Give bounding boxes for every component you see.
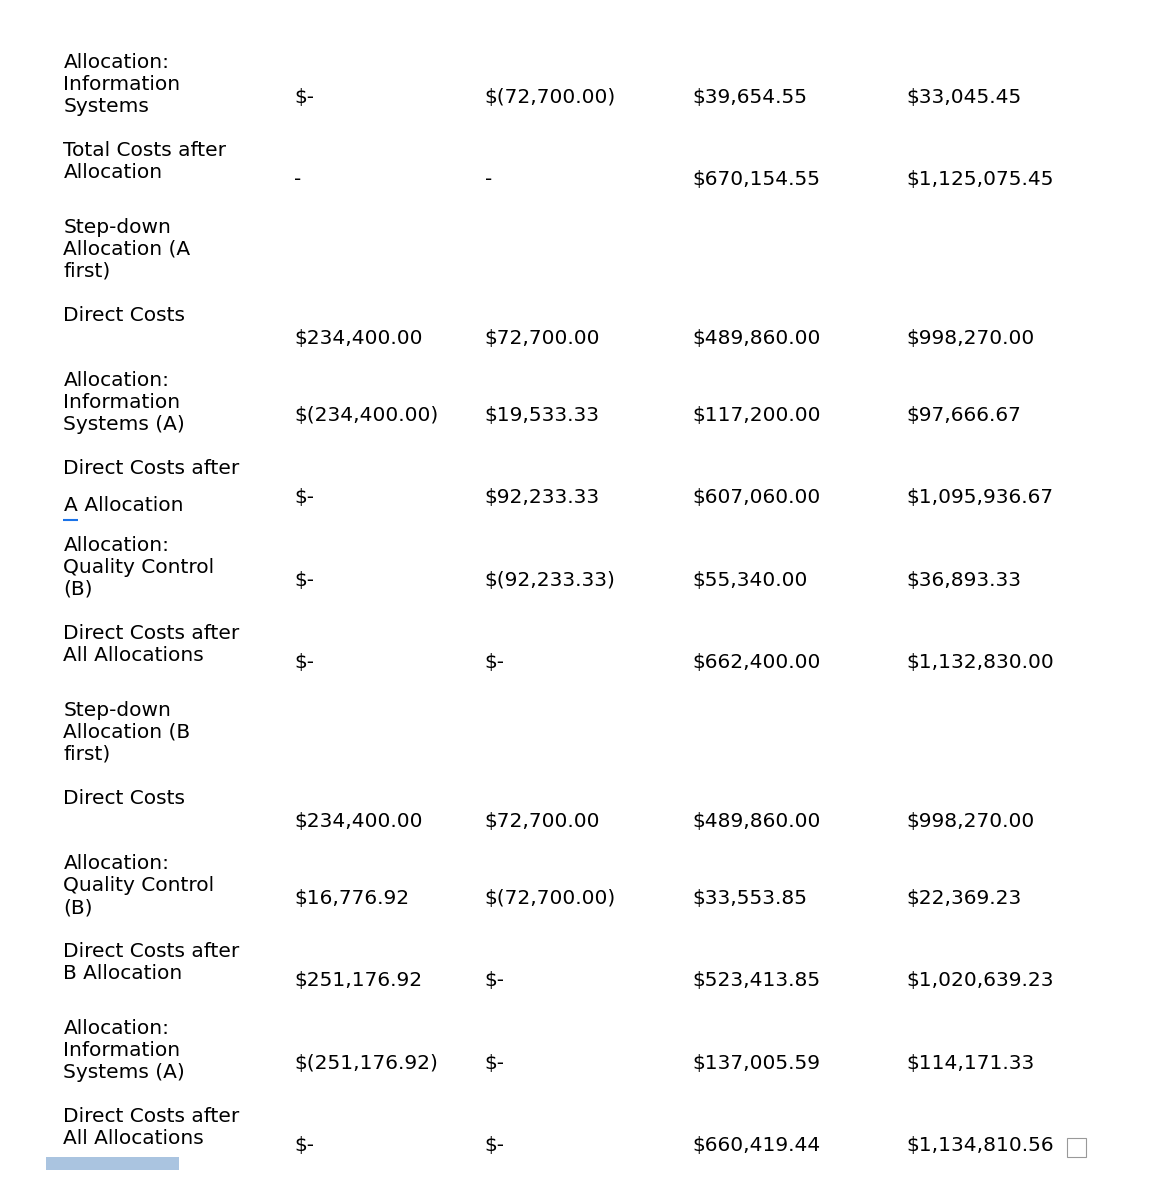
Text: A: A — [63, 496, 77, 515]
Text: Allocation:
Information
Systems (A): Allocation: Information Systems (A) — [63, 371, 186, 434]
Text: $(92,233.33): $(92,233.33) — [485, 570, 615, 590]
Text: $(72,700.00): $(72,700.00) — [485, 888, 616, 908]
Text: $(251,176.92): $(251,176.92) — [294, 1053, 439, 1073]
Text: $-: $- — [485, 653, 504, 673]
Text: $662,400.00: $662,400.00 — [692, 653, 820, 673]
Text: -: - — [485, 170, 492, 190]
Text: $-: $- — [485, 1053, 504, 1073]
Text: $-: $- — [485, 1136, 504, 1156]
Text: Allocation:
Information
Systems (A): Allocation: Information Systems (A) — [63, 1019, 186, 1081]
Text: $523,413.85: $523,413.85 — [692, 971, 820, 991]
Text: $1,125,075.45: $1,125,075.45 — [906, 170, 1054, 190]
Bar — [1067, 1138, 1086, 1157]
Text: Allocation:
Quality Control
(B): Allocation: Quality Control (B) — [63, 536, 215, 598]
Text: $(234,400.00): $(234,400.00) — [294, 405, 439, 425]
Text: Direct Costs: Direct Costs — [63, 306, 186, 325]
Text: Direct Costs: Direct Costs — [63, 789, 186, 808]
Text: $-: $- — [294, 653, 314, 673]
Bar — [46, 1157, 179, 1170]
Text: $489,860.00: $489,860.00 — [692, 812, 820, 832]
Text: Direct Costs after
All Allocations: Direct Costs after All Allocations — [63, 1107, 240, 1149]
Text: $33,553.85: $33,553.85 — [692, 888, 808, 908]
Text: $16,776.92: $16,776.92 — [294, 888, 410, 908]
Text: $22,369.23: $22,369.23 — [906, 888, 1021, 908]
Text: $39,654.55: $39,654.55 — [692, 87, 808, 107]
Text: $36,893.33: $36,893.33 — [906, 570, 1021, 590]
Text: $660,419.44: $660,419.44 — [692, 1136, 820, 1156]
Text: $72,700.00: $72,700.00 — [485, 812, 600, 832]
Text: $(72,700.00): $(72,700.00) — [485, 87, 616, 107]
Text: $1,095,936.67: $1,095,936.67 — [906, 488, 1052, 508]
Text: $234,400.00: $234,400.00 — [294, 812, 422, 832]
Text: $251,176.92: $251,176.92 — [294, 971, 422, 991]
Text: $97,666.67: $97,666.67 — [906, 405, 1021, 425]
Text: $998,270.00: $998,270.00 — [906, 812, 1034, 832]
Text: $92,233.33: $92,233.33 — [485, 488, 600, 508]
Text: Total Costs after
Allocation: Total Costs after Allocation — [63, 141, 226, 183]
Text: Direct Costs after
B Allocation: Direct Costs after B Allocation — [63, 942, 240, 984]
Text: $114,171.33: $114,171.33 — [906, 1053, 1034, 1073]
Text: $72,700.00: $72,700.00 — [485, 329, 600, 349]
Text: $489,860.00: $489,860.00 — [692, 329, 820, 349]
Text: $19,533.33: $19,533.33 — [485, 405, 600, 425]
Text: Step-down
Allocation (A
first): Step-down Allocation (A first) — [63, 218, 190, 280]
Text: Allocation: Allocation — [78, 496, 183, 515]
Text: Allocation:
Quality Control
(B): Allocation: Quality Control (B) — [63, 854, 215, 916]
Text: $137,005.59: $137,005.59 — [692, 1053, 820, 1073]
Text: $-: $- — [485, 971, 504, 991]
Text: $1,020,639.23: $1,020,639.23 — [906, 971, 1054, 991]
Text: $1,132,830.00: $1,132,830.00 — [906, 653, 1054, 673]
Text: $-: $- — [294, 87, 314, 107]
Text: $33,045.45: $33,045.45 — [906, 87, 1021, 107]
Text: $998,270.00: $998,270.00 — [906, 329, 1034, 349]
Text: $670,154.55: $670,154.55 — [692, 170, 820, 190]
Text: $117,200.00: $117,200.00 — [692, 405, 820, 425]
Text: Direct Costs after
All Allocations: Direct Costs after All Allocations — [63, 624, 240, 666]
Text: $-: $- — [294, 488, 314, 508]
Text: $1,134,810.56: $1,134,810.56 — [906, 1136, 1054, 1156]
Text: -: - — [294, 170, 301, 190]
Text: $55,340.00: $55,340.00 — [692, 570, 808, 590]
Text: $-: $- — [294, 1136, 314, 1156]
Text: $234,400.00: $234,400.00 — [294, 329, 422, 349]
Text: Direct Costs after: Direct Costs after — [63, 459, 240, 478]
Text: $-: $- — [294, 570, 314, 590]
Text: $607,060.00: $607,060.00 — [692, 488, 820, 508]
Text: Allocation:
Information
Systems: Allocation: Information Systems — [63, 53, 180, 115]
Text: Step-down
Allocation (B
first): Step-down Allocation (B first) — [63, 701, 190, 763]
